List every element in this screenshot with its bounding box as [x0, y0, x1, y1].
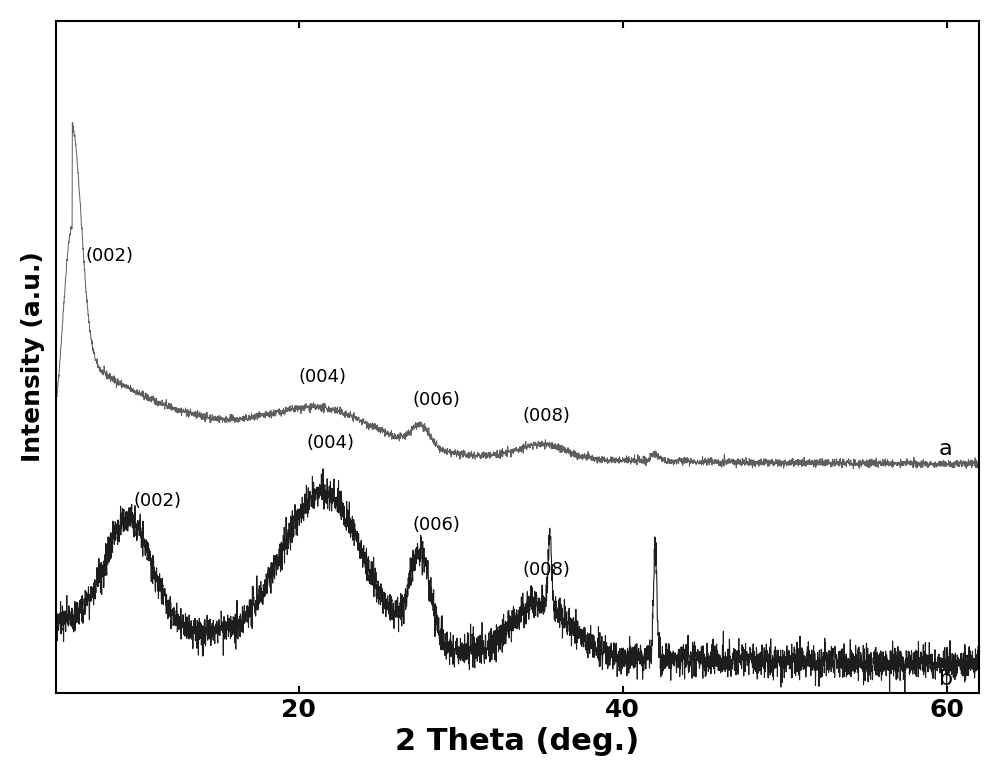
Text: a: a	[939, 439, 952, 459]
Text: (008): (008)	[522, 406, 570, 425]
Text: (004): (004)	[299, 368, 347, 386]
Text: (006): (006)	[412, 392, 460, 409]
Y-axis label: Intensity (a.u.): Intensity (a.u.)	[21, 252, 45, 462]
Text: (008): (008)	[522, 561, 570, 579]
Text: b: b	[939, 669, 953, 689]
Text: (006): (006)	[412, 516, 460, 534]
Text: (002): (002)	[85, 247, 133, 265]
Text: (002): (002)	[134, 492, 182, 510]
Text: (004): (004)	[307, 434, 355, 452]
X-axis label: 2 Theta (deg.): 2 Theta (deg.)	[395, 727, 640, 756]
